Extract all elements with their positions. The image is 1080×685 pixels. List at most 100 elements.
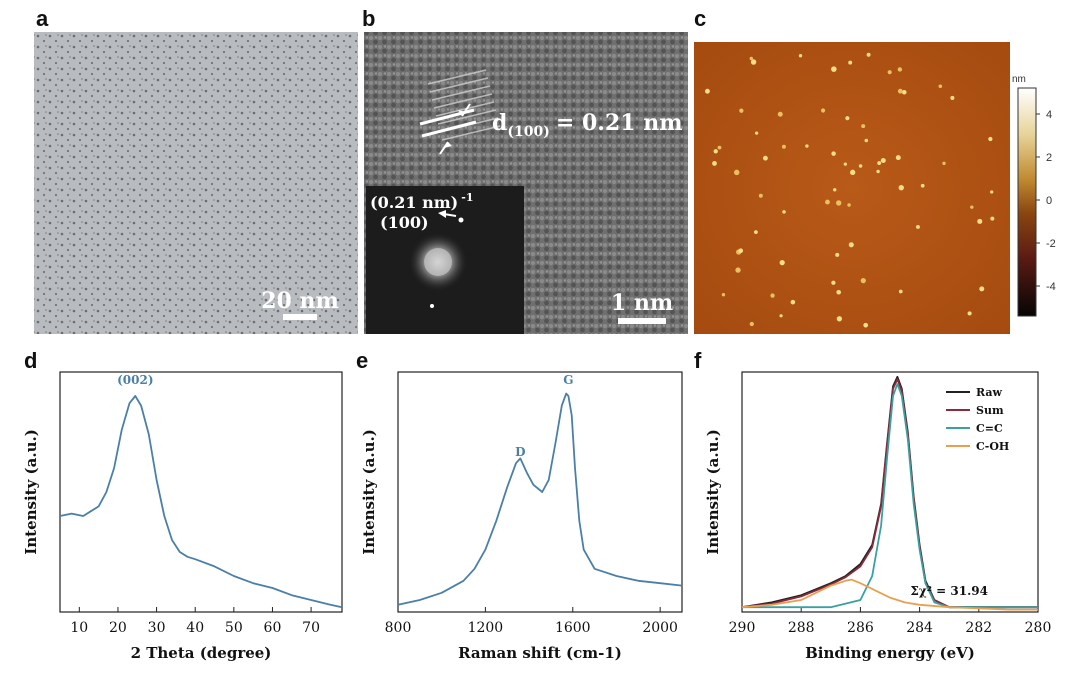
afm-particle — [876, 169, 880, 174]
fft-spot — [430, 304, 434, 308]
x-tick-label: 20 — [109, 620, 127, 636]
x-tick-label: 30 — [148, 620, 166, 636]
peak-annotation: G — [563, 373, 573, 387]
afm-particle — [977, 218, 983, 224]
afm-particle — [897, 88, 903, 94]
series-line-c-c — [742, 383, 1038, 609]
afm-particle — [712, 161, 717, 166]
afm-particles — [704, 52, 995, 328]
afm-particle — [762, 155, 768, 161]
peak-annotation: D — [515, 445, 525, 459]
afm-particle — [750, 59, 757, 65]
afm-particle — [880, 157, 886, 163]
x-tick-label: 280 — [1025, 620, 1052, 636]
afm-particle — [770, 293, 775, 298]
y-axis-label: Intensity (a.u.) — [704, 429, 722, 555]
colorbar-tick-label: 2 — [1046, 152, 1052, 164]
peak-annotation: Σχ² = 31.94 — [910, 584, 988, 598]
panel-letter-f: f — [694, 348, 702, 373]
panel-letter-d: d — [24, 348, 38, 373]
peak-annotation: (002) — [117, 373, 153, 387]
afm-particle — [798, 54, 803, 58]
series-line-raman — [397, 392, 683, 606]
x-tick-label: 284 — [906, 620, 933, 636]
afm-particle — [887, 70, 892, 75]
afm-particle — [895, 155, 901, 161]
afm-particle — [781, 144, 786, 149]
afm-colorbar — [1017, 87, 1037, 317]
afm-particle — [861, 124, 866, 129]
afm-particle — [877, 161, 882, 165]
x-tick-label: 288 — [788, 620, 815, 636]
afm-particle — [805, 144, 809, 148]
afm-particle — [749, 321, 754, 327]
afm-particle — [848, 60, 853, 65]
x-tick-label: 60 — [264, 620, 282, 636]
colorbar-tick-label: 4 — [1046, 109, 1052, 121]
plot-frame — [59, 371, 343, 613]
y-axis-label: Intensity (a.u.) — [22, 429, 40, 555]
x-tick-label: 50 — [225, 620, 243, 636]
x-tick-label: 282 — [965, 620, 992, 636]
panel-letter-a: a — [36, 6, 49, 31]
series-line-c-oh — [741, 578, 1038, 611]
afm-particle — [848, 242, 854, 248]
panel-letter-b: b — [362, 6, 376, 31]
afm-particle — [898, 184, 904, 191]
x-axis-label: Raman shift (cm-1) — [458, 644, 622, 662]
panel-c-afm-image: nm 4 2 0 -2 -4 — [694, 42, 1056, 334]
panel-letter-e: e — [356, 348, 369, 373]
colorbar-tick-label: -2 — [1046, 238, 1056, 250]
afm-particle — [850, 169, 856, 175]
plot-frame — [397, 371, 683, 613]
x-tick-label: 10 — [70, 620, 88, 636]
colorbar-tick-label: 0 — [1046, 195, 1052, 207]
afm-particle — [858, 164, 863, 168]
afm-particle — [902, 89, 907, 95]
afm-particle — [704, 88, 710, 94]
afm-particle — [920, 183, 925, 188]
afm-particle — [967, 311, 972, 316]
afm-particle — [916, 225, 920, 229]
fft-label-2: (100) — [380, 213, 429, 232]
afm-particle — [942, 161, 946, 166]
afm-particle — [777, 111, 783, 117]
panel-a-tem-image: 20 nm — [34, 32, 358, 334]
afm-particle — [735, 267, 741, 273]
x-tick-label: 1200 — [468, 620, 504, 636]
afm-particle — [831, 151, 836, 156]
x-tick-label: 40 — [186, 620, 204, 636]
afm-particle — [847, 203, 851, 207]
chart-f-xps: 290 288 286 284 282 280 Binding energy (eV) Int… — [704, 371, 1052, 662]
afm-particle — [831, 280, 836, 285]
scalebar-b — [618, 318, 666, 324]
legend-label: Sum — [976, 404, 1004, 417]
chart-d-xrd: 10 20 30 40 50 60 70 2 Theta (degree) Intensity … — [22, 371, 343, 662]
panel-letter-c: c — [694, 6, 707, 31]
y-axis-label: Intensity (a.u.) — [360, 429, 378, 555]
fft-spot — [458, 217, 464, 223]
afm-particle — [970, 205, 974, 209]
afm-particle — [779, 260, 785, 266]
d-spacing-label: d(100) = 0.21 nm — [492, 110, 682, 140]
afm-particle — [755, 131, 759, 135]
afm-particle — [825, 199, 830, 205]
afm-particle — [782, 210, 786, 214]
afm-particle — [950, 95, 955, 100]
afm-particle — [739, 108, 744, 113]
afm-particle — [733, 169, 740, 176]
series-line-xrd — [59, 395, 343, 609]
afm-particle — [831, 66, 837, 72]
panel-b-hrtem-image: d(100) = 0.21 nm (0.21 nm) -1 (100) 1 nm — [364, 32, 688, 334]
x-tick-label: 2000 — [642, 620, 678, 636]
afm-particle — [738, 248, 744, 254]
chart-e-raman: 800 1200 1600 2000 Raman shift (cm-1) Intensi… — [360, 371, 683, 662]
x-tick-label: 70 — [302, 620, 320, 636]
legend-label: C=C — [976, 422, 1003, 435]
x-tick-label: 800 — [385, 620, 412, 636]
afm-particle — [721, 293, 726, 297]
afm-particle — [779, 314, 783, 318]
d-spacing-marker — [419, 103, 477, 155]
scalebar-b-label: 1 nm — [611, 290, 673, 316]
afm-particle — [836, 316, 843, 322]
